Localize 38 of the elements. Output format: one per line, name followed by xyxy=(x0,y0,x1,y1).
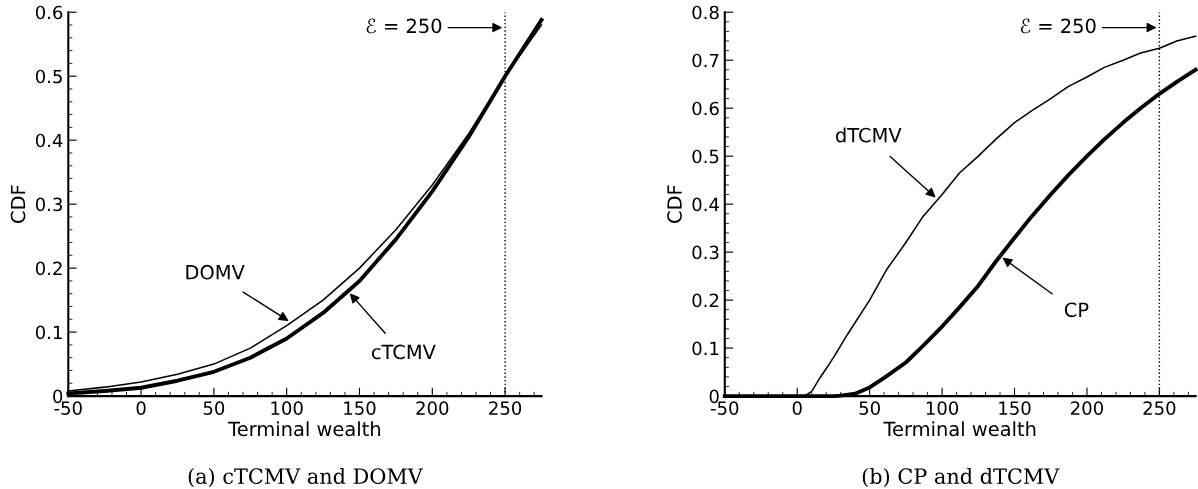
y-tick-label: 0.6 xyxy=(692,101,719,116)
y-tick-label: 0.5 xyxy=(692,149,719,164)
x-tick-label: 250 xyxy=(489,401,522,415)
y-tick-label: 0.7 xyxy=(692,53,719,68)
y-tick-label: 0.1 xyxy=(35,325,62,340)
y-tick-label: 0.2 xyxy=(35,261,62,276)
annotation: DOMV xyxy=(186,264,245,280)
y-tick-label: 0.3 xyxy=(35,197,62,212)
y-tick-label: 0.6 xyxy=(35,5,63,20)
x-tick-label: 200 xyxy=(1071,401,1103,415)
x-tick-label: 250 xyxy=(1143,401,1176,415)
annotation: dTCMV xyxy=(836,127,902,143)
x-tick-label: 150 xyxy=(344,401,376,415)
y-tick-label: 0.4 xyxy=(35,133,63,148)
y-tick-label: 0.4 xyxy=(692,197,719,212)
x-tick-label: 150 xyxy=(999,401,1031,415)
x-tick-label: 200 xyxy=(416,401,449,415)
y-axis-title: CDF xyxy=(667,185,682,223)
ref-line-label: ℰ = 250 xyxy=(1020,18,1096,34)
x-axis-title: Terminal wealth xyxy=(883,421,1036,437)
x-tick-label: 100 xyxy=(271,401,303,415)
y-tick-label: 0.1 xyxy=(692,341,719,356)
x-tick-label: 50 xyxy=(203,401,225,415)
x-tick-label: 0 xyxy=(792,401,802,415)
y-tick-label: 0.3 xyxy=(692,245,719,260)
annotation: cTCMV xyxy=(371,344,436,360)
x-tick-label: 100 xyxy=(926,401,959,415)
text: (b) CP and dTCMV xyxy=(862,467,1060,487)
text: (a) cTCMV and DOMV xyxy=(188,467,424,487)
y-tick-label: 0.8 xyxy=(692,5,719,20)
annotation: CP xyxy=(1064,302,1089,318)
y-tick-label: 0.5 xyxy=(35,69,62,84)
y-tick-label: 0.2 xyxy=(692,293,719,308)
x-axis-title: Terminal wealth xyxy=(228,421,380,437)
y-axis-title: CDF xyxy=(10,185,26,223)
ref-line-label: ℰ = 250 xyxy=(366,18,442,34)
x-tick-label: 0 xyxy=(136,401,146,415)
x-tick-label: 50 xyxy=(859,401,880,415)
